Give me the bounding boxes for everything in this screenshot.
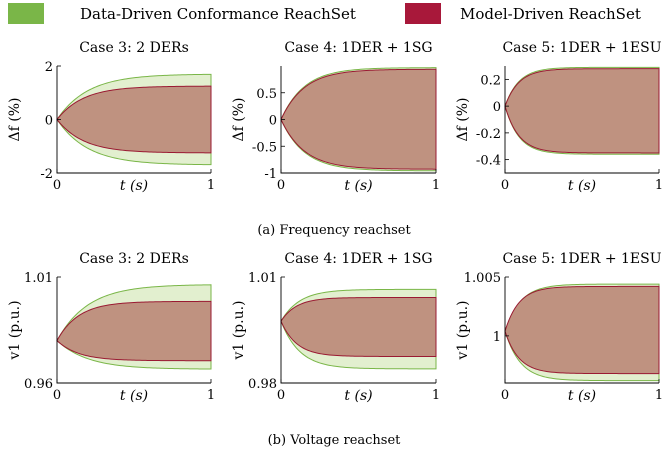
x-tick-label: 1 bbox=[655, 388, 663, 403]
x-tick-label: 1 bbox=[655, 178, 663, 193]
y-tick-label: 0.96 bbox=[24, 377, 53, 392]
caption-voltage: (b) Voltage reachset bbox=[268, 433, 402, 448]
x-tick-label: 0 bbox=[277, 388, 285, 403]
x-axis-label: t (s) bbox=[344, 178, 372, 194]
legend-swatch-model-driven bbox=[405, 3, 441, 24]
y-tick-label: 2 bbox=[45, 60, 53, 75]
panel-6: Case 5: 1DER + 1ESU 1 1.005 0 1 t (s) v1 (p.u.… bbox=[455, 251, 663, 404]
x-axis-label: t (s) bbox=[120, 388, 148, 404]
series-model-driven-band bbox=[56, 300, 212, 362]
y-tick-label: -0.2 bbox=[476, 127, 501, 142]
chart-title: Case 3: 2 DERs bbox=[79, 251, 189, 267]
y-tick-label: -0.5 bbox=[252, 140, 277, 155]
y-tick-label: 0.5 bbox=[256, 87, 277, 102]
y-axis-label: v1 (p.u.) bbox=[7, 300, 23, 360]
x-tick-label: 0 bbox=[501, 178, 509, 193]
y-axis-label: Δf (%) bbox=[7, 98, 23, 142]
chart-title: Case 4: 1DER + 1SG bbox=[284, 251, 432, 267]
legend: Data-Driven Conformance ReachSet Model-D… bbox=[8, 3, 641, 24]
chart-title: Case 5: 1DER + 1ESU bbox=[502, 251, 661, 267]
y-tick-label: 1.01 bbox=[248, 271, 277, 286]
x-tick-label: 1 bbox=[207, 388, 215, 403]
y-tick-label: 0 bbox=[493, 100, 501, 115]
x-tick-label: 0 bbox=[277, 178, 285, 193]
caption-frequency: (a) Frequency reachset bbox=[257, 223, 411, 238]
x-axis-label: t (s) bbox=[344, 388, 372, 404]
series-model-driven-band bbox=[504, 285, 660, 375]
x-tick-label: 1 bbox=[432, 178, 440, 193]
x-tick-label: 0 bbox=[501, 388, 509, 403]
y-axis-label: v1 (p.u.) bbox=[231, 300, 247, 360]
y-tick-label: 1 bbox=[493, 330, 501, 345]
series-model-driven-band bbox=[280, 68, 437, 170]
chart-title: Case 3: 2 DERs bbox=[79, 40, 189, 56]
panel-3: Case 5: 1DER + 1ESU -0.4 -0.2 0 0.2 0 1 t (s) Δf… bbox=[455, 40, 663, 194]
legend-label-data-driven: Data-Driven Conformance ReachSet bbox=[80, 5, 356, 23]
series-model-driven-band bbox=[56, 85, 212, 154]
y-tick-label: 0 bbox=[269, 114, 277, 129]
y-tick-label: 0 bbox=[45, 114, 53, 129]
y-tick-label: 0.98 bbox=[248, 377, 277, 392]
legend-swatch-data-driven bbox=[8, 3, 44, 24]
y-tick-label: 1.005 bbox=[464, 271, 501, 286]
y-tick-label: -1 bbox=[264, 167, 277, 182]
x-axis-label: t (s) bbox=[568, 388, 596, 404]
panel-4: Case 3: 2 DERs 0.96 1.01 0 1 t (s) v1 (p.u.) bbox=[7, 251, 215, 404]
y-tick-label: 1.01 bbox=[24, 271, 53, 286]
y-tick-label: -2 bbox=[40, 167, 53, 182]
legend-label-model-driven: Model-Driven ReachSet bbox=[460, 5, 641, 23]
y-axis-label: v1 (p.u.) bbox=[455, 300, 471, 360]
chart-title: Case 4: 1DER + 1SG bbox=[284, 40, 432, 56]
y-tick-label: 0.2 bbox=[480, 73, 501, 88]
y-tick-label: -0.4 bbox=[476, 154, 501, 169]
y-axis-label: Δf (%) bbox=[455, 98, 471, 142]
chart-title: Case 5: 1DER + 1ESU bbox=[502, 40, 661, 56]
x-axis-label: t (s) bbox=[568, 178, 596, 194]
panel-5: Case 4: 1DER + 1SG 0.98 1.01 0 1 t (s) v1 (p.u… bbox=[231, 251, 440, 404]
x-tick-label: 0 bbox=[53, 388, 61, 403]
panel-2: Case 4: 1DER + 1SG -1 -0.5 0 0.5 0 1 t (s) Δf (%… bbox=[231, 40, 440, 194]
x-tick-label: 0 bbox=[53, 178, 61, 193]
series-model-driven-band bbox=[504, 68, 660, 154]
series-model-driven-band bbox=[280, 296, 437, 357]
x-tick-label: 1 bbox=[432, 388, 440, 403]
y-axis-label: Δf (%) bbox=[231, 98, 247, 142]
x-axis-label: t (s) bbox=[120, 178, 148, 194]
x-tick-label: 1 bbox=[207, 178, 215, 193]
